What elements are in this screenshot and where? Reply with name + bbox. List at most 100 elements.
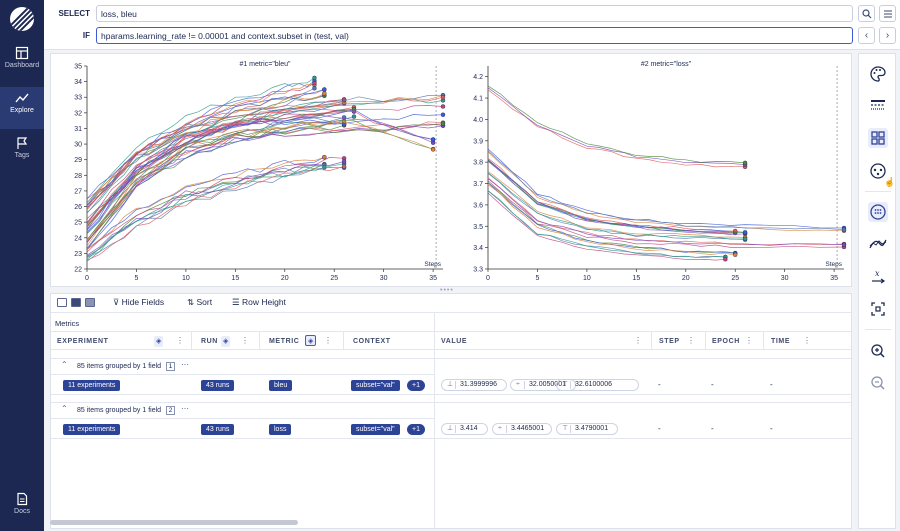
column-menu-icon[interactable]: ⋮ — [803, 336, 811, 345]
group-by-run-toggle[interactable]: ◈ — [221, 336, 231, 347]
series-line — [487, 85, 746, 164]
y-tick-label: 32 — [74, 110, 82, 117]
grouping-button[interactable] — [868, 128, 888, 148]
sort-button[interactable]: ⇅ Sort — [187, 297, 213, 307]
column-menu-icon[interactable]: ⋮ — [634, 336, 642, 345]
context-chip[interactable]: subset="val" — [351, 424, 400, 435]
next-button[interactable]: › — [879, 27, 896, 44]
select-input[interactable] — [96, 5, 853, 22]
series-line — [487, 180, 845, 248]
series-line — [86, 109, 434, 231]
header-experiment[interactable]: EXPERIMENT — [57, 338, 109, 345]
sidebar-item-docs[interactable]: Docs — [0, 488, 44, 530]
zoom-fit-button[interactable] — [868, 299, 888, 319]
runs-chip[interactable]: 43 runs — [201, 424, 235, 435]
min-value-pill: ⊥ 31.3999996 — [441, 379, 507, 391]
series-line — [86, 123, 444, 241]
charts-svg[interactable]: #1 metric="bleu" 35 34 33 32 31 30 29 28 27 26 25 24… — [51, 54, 853, 288]
table-view-full-icon[interactable] — [85, 298, 95, 307]
column-menu-icon[interactable]: ⋮ — [241, 336, 249, 345]
stroke-style-button[interactable] — [868, 95, 888, 115]
sidebar-item-dashboard[interactable]: Dashboard — [0, 42, 44, 84]
x-axis-icon: x — [872, 269, 886, 284]
header-run[interactable]: RUN — [201, 338, 218, 345]
aim-logo[interactable] — [10, 7, 34, 31]
group-summary: 85 items grouped by 1 field — [77, 363, 162, 370]
x-tick-label: 25 — [731, 275, 739, 282]
if-condition-input[interactable] — [96, 27, 853, 44]
y-tick-label: 31 — [74, 126, 82, 133]
series-end-point — [322, 154, 327, 160]
header-time[interactable]: TIME — [771, 338, 791, 345]
experiments-chip[interactable]: 11 experiments — [63, 424, 121, 435]
sidebar-item-label: Tags — [14, 152, 30, 159]
header-context[interactable]: CONTEXT — [353, 338, 391, 345]
x-tick-label: 10 — [182, 275, 190, 282]
series-end-point — [742, 160, 748, 166]
series-line — [86, 110, 434, 231]
x-tick-label: 30 — [781, 275, 789, 282]
right-toolbar: ☝ x — [858, 53, 896, 529]
mean-icon: ÷ — [498, 425, 502, 432]
max-value-pill: ⊤ 3.4790001 — [556, 423, 618, 435]
sidebar-item-explore[interactable]: Explore — [0, 87, 44, 129]
zoom-in-button[interactable] — [868, 341, 888, 361]
series-line — [86, 164, 325, 258]
context-chip[interactable]: subset="val" — [351, 380, 400, 391]
grouping-icon — [871, 131, 885, 145]
more-icon[interactable]: ⋯ — [181, 360, 189, 369]
chart-groups-button[interactable] — [868, 161, 888, 181]
column-menu-icon[interactable]: ⋮ — [176, 336, 184, 345]
table-view-small-icon[interactable] — [57, 298, 67, 307]
search-button[interactable] — [858, 5, 875, 22]
series-line — [86, 167, 325, 260]
y-tick-label: 3.8 — [473, 160, 483, 167]
prev-button[interactable]: ‹ — [858, 27, 875, 44]
y-tick-label: 4.0 — [473, 117, 483, 124]
metric-chip[interactable]: loss — [269, 424, 292, 435]
x-tick-label: 5 — [134, 275, 138, 282]
query-bar: SELECT IF ‹ › — [44, 0, 900, 50]
series-end-point — [440, 104, 446, 109]
series-line — [86, 96, 444, 210]
y-tick-label: 29 — [74, 157, 82, 164]
context-more-chip[interactable]: +1 — [407, 380, 425, 391]
series-end-point — [312, 75, 317, 81]
series-end-point — [351, 114, 357, 119]
series-line — [487, 160, 736, 234]
header-epoch[interactable]: EPOCH — [712, 338, 740, 345]
horizontal-scrollbar[interactable] — [50, 520, 298, 525]
header-step[interactable]: STEP — [659, 338, 680, 345]
cursor-icon: ☝ — [884, 177, 896, 187]
table-view-medium-icon[interactable] — [71, 298, 81, 307]
zoom-out-button[interactable] — [868, 373, 888, 393]
group-by-experiment-toggle[interactable]: ◈ — [154, 336, 164, 347]
series-line — [86, 125, 444, 244]
column-menu-icon[interactable]: ⋮ — [745, 336, 753, 345]
left-sidebar: Dashboard Explore Tags Docs — [0, 0, 44, 531]
row-height-button[interactable]: ☰ Row Height — [232, 297, 286, 307]
header-metric[interactable]: METRIC — [269, 338, 300, 345]
metric-chip[interactable]: bleu — [269, 380, 293, 391]
context-more-chip[interactable]: +1 — [407, 424, 425, 435]
expand-group-icon[interactable]: ⌃ — [61, 360, 68, 369]
palette-button[interactable] — [868, 64, 888, 84]
group-by-metric-toggle[interactable]: ◈ — [305, 335, 317, 346]
expand-group-icon[interactable]: ⌃ — [61, 404, 68, 413]
header-value[interactable]: VALUE — [441, 338, 468, 345]
hide-fields-button[interactable]: ⊽ Hide Fields — [113, 297, 165, 307]
menu-button[interactable] — [879, 5, 896, 22]
aggregate-button[interactable] — [868, 202, 888, 222]
column-menu-icon[interactable]: ⋮ — [687, 336, 695, 345]
panel-resize-handle[interactable]: •••• — [440, 287, 454, 294]
sidebar-item-tags[interactable]: Tags — [0, 132, 44, 174]
x-axis-button[interactable]: x — [868, 267, 888, 287]
smoothing-button[interactable] — [868, 234, 888, 254]
x-tick-label: 25 — [330, 275, 338, 282]
y-tick-label: 4.2 — [473, 74, 483, 81]
more-icon[interactable]: ⋯ — [181, 404, 189, 413]
column-menu-icon[interactable]: ⋮ — [324, 336, 332, 345]
experiments-chip[interactable]: 11 experiments — [63, 380, 121, 391]
runs-chip[interactable]: 43 runs — [201, 380, 235, 391]
chart-groups-icon — [870, 163, 886, 179]
